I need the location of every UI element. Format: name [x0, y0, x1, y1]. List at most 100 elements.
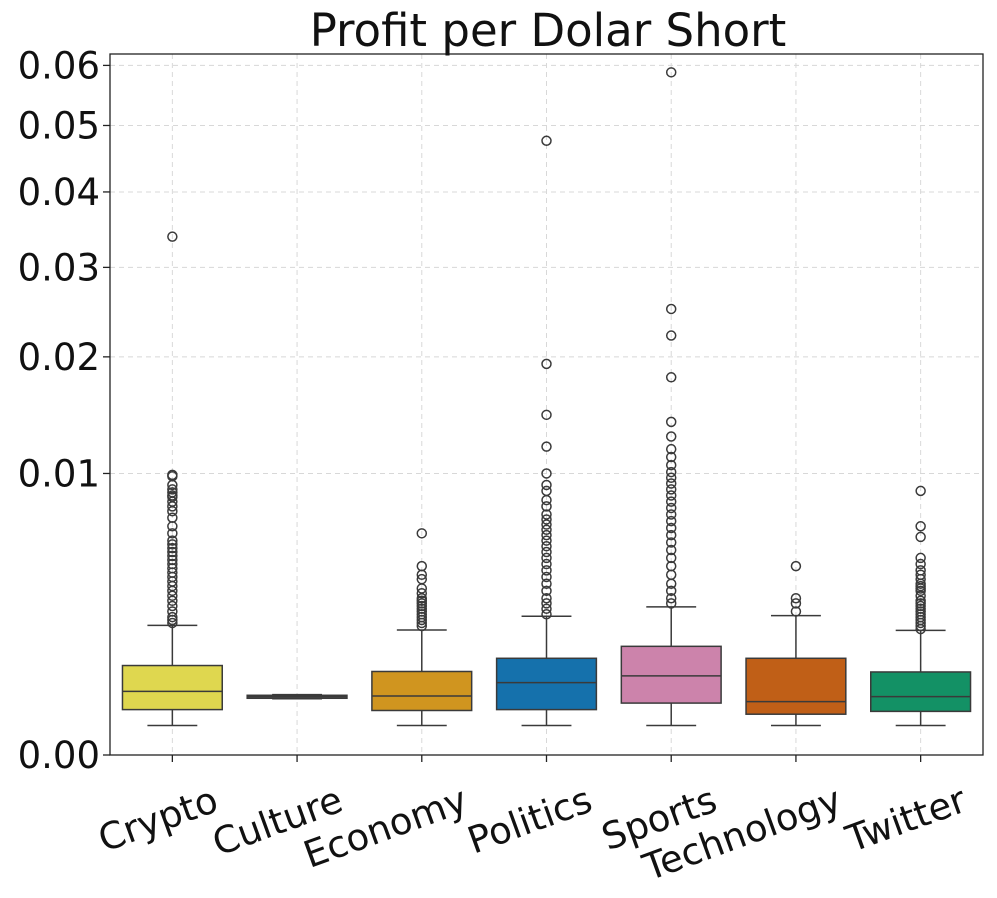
outlier-point	[541, 598, 552, 609]
axis-layer: 0.000.010.020.030.040.050.06CryptoCultur…	[18, 44, 973, 889]
outlier-point	[541, 479, 552, 491]
outlier-point	[665, 522, 677, 534]
iqr-box	[121, 664, 223, 711]
outlier-point	[167, 617, 178, 629]
outlier-point	[665, 544, 677, 556]
outlier-point	[541, 494, 552, 506]
outlier-point	[541, 585, 552, 597]
outlier-point	[167, 550, 178, 562]
outlier-point	[665, 578, 677, 590]
outlier-point	[167, 505, 178, 517]
outlier-point	[541, 552, 552, 564]
outlier-point	[665, 598, 677, 609]
outlier-point	[915, 531, 926, 543]
grid-layer	[110, 54, 983, 756]
box-group	[121, 231, 223, 727]
outlier-point	[915, 558, 926, 570]
outlier-point	[915, 521, 926, 532]
outlier-point	[665, 372, 677, 383]
outlier-point	[790, 598, 802, 609]
box-group	[620, 67, 722, 727]
outlier-point	[915, 552, 926, 564]
outlier-point	[665, 529, 677, 541]
outlier-point	[541, 540, 552, 552]
outlier-point	[541, 608, 552, 620]
outlier-point	[541, 546, 552, 558]
outlier-point	[167, 546, 178, 558]
outlier-point	[167, 611, 178, 623]
outlier-point	[167, 585, 178, 597]
outlier-point	[541, 578, 552, 590]
outlier-point	[167, 528, 178, 539]
outlier-point	[665, 459, 677, 471]
outlier-point	[541, 535, 552, 546]
box-group	[495, 135, 598, 727]
outlier-point	[541, 593, 552, 604]
iqr-box	[870, 671, 972, 713]
outlier-point	[541, 529, 552, 541]
x-tick-label: Twitter	[840, 778, 973, 861]
outlier-point	[541, 501, 552, 512]
outlier-point	[665, 303, 677, 315]
iqr-box	[745, 657, 847, 715]
outlier-point	[167, 539, 178, 550]
chart-title: Profit per Dolar Short	[310, 4, 787, 57]
iqr-box	[620, 645, 722, 704]
y-tick-label: 0.02	[18, 336, 100, 379]
outlier-point	[665, 502, 677, 514]
outlier-point	[416, 569, 428, 580]
outlier-point	[167, 600, 178, 612]
outlier-point	[790, 606, 802, 617]
box-group	[745, 560, 847, 727]
outlier-point	[665, 537, 677, 548]
outlier-point	[665, 443, 677, 455]
outlier-point	[167, 614, 178, 626]
outlier-point	[416, 620, 428, 632]
outlier-point	[167, 484, 178, 495]
outlier-point	[665, 466, 677, 478]
outlier-point	[915, 590, 926, 601]
outlier-point	[665, 593, 677, 604]
box-group	[870, 485, 972, 727]
outlier-point	[167, 535, 178, 546]
outlier-point	[541, 358, 552, 370]
outlier-point	[541, 514, 552, 525]
outlier-point	[167, 590, 178, 601]
outlier-point	[665, 67, 677, 78]
outlier-point	[665, 484, 677, 495]
outlier-point	[665, 451, 677, 463]
y-tick-label: 0.05	[18, 104, 100, 147]
outlier-point	[167, 595, 178, 607]
box-group	[246, 693, 348, 700]
outlier-point	[541, 509, 552, 520]
outlier-point	[915, 617, 926, 629]
outlier-point	[541, 524, 552, 536]
box-layer	[121, 67, 972, 727]
outlier-point	[167, 501, 178, 512]
outlier-point	[915, 620, 926, 632]
outlier-point	[416, 614, 428, 626]
y-tick-label: 0.04	[18, 171, 100, 214]
outlier-point	[541, 441, 552, 452]
outlier-point	[665, 509, 677, 520]
outlier-point	[915, 585, 926, 597]
outlier-point	[665, 490, 677, 501]
iqr-box	[371, 670, 473, 712]
outlier-point	[665, 496, 677, 507]
outlier-point	[790, 593, 802, 604]
y-tick-label: 0.00	[18, 734, 100, 777]
outlier-point	[167, 542, 178, 554]
outlier-point	[416, 583, 428, 594]
x-tick-label: Politics	[462, 778, 598, 862]
outlier-point	[665, 330, 677, 341]
outlier-point	[790, 560, 802, 572]
outlier-point	[541, 519, 552, 530]
outlier-point	[541, 558, 552, 570]
iqr-box	[495, 657, 598, 711]
outlier-point	[416, 528, 428, 539]
outlier-point	[665, 431, 677, 442]
outlier-point	[167, 479, 178, 491]
y-tick-label: 0.03	[18, 246, 100, 289]
y-tick-label: 0.06	[18, 44, 100, 87]
